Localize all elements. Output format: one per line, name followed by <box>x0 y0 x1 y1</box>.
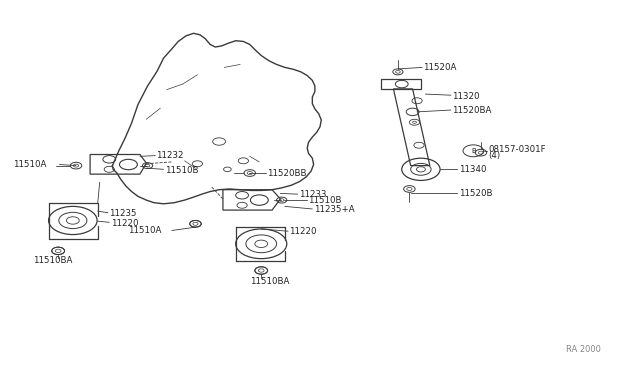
Text: 11232: 11232 <box>157 151 184 160</box>
Text: 11220: 11220 <box>111 219 138 228</box>
Text: 11520A: 11520A <box>424 63 457 72</box>
Text: 11340: 11340 <box>459 165 486 174</box>
Text: 11520BB: 11520BB <box>267 169 307 177</box>
Text: (4): (4) <box>488 151 500 160</box>
Text: RA 2000: RA 2000 <box>566 345 601 354</box>
Text: 11235+A: 11235+A <box>314 205 354 214</box>
Text: 11320: 11320 <box>452 92 480 101</box>
Text: 11520B: 11520B <box>459 189 492 198</box>
Text: 11233: 11233 <box>299 190 326 199</box>
Text: 08157-0301F: 08157-0301F <box>488 145 546 154</box>
Text: 11510BA: 11510BA <box>250 277 289 286</box>
Text: 11510BA: 11510BA <box>33 256 72 265</box>
Text: 11510A: 11510A <box>13 160 47 169</box>
Text: 11510B: 11510B <box>165 166 198 174</box>
Text: 11520BA: 11520BA <box>452 106 492 115</box>
Text: B: B <box>471 148 476 154</box>
Text: 11235: 11235 <box>109 209 137 218</box>
Text: 11510A: 11510A <box>129 226 162 235</box>
Text: 11510B: 11510B <box>308 196 342 205</box>
Text: 11220: 11220 <box>289 227 317 237</box>
